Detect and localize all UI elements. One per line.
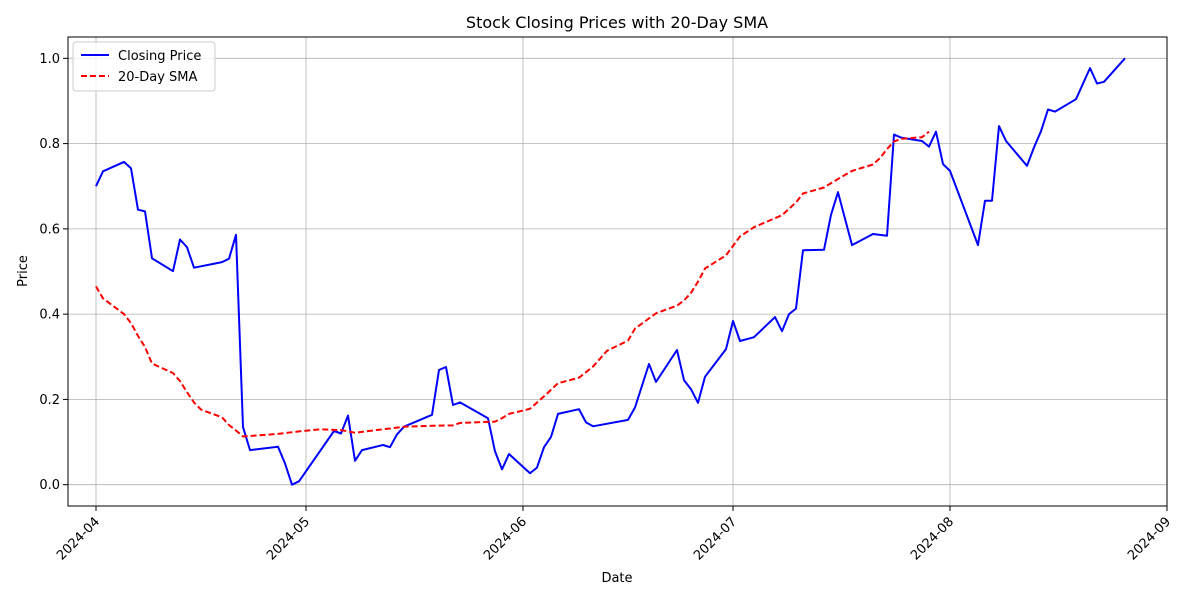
y-tick-label: 0.6 [39,222,60,237]
plot-area [67,36,1168,507]
legend-label-closing: Closing Price [118,49,201,64]
legend-label-sma: 20-Day SMA [118,70,198,85]
series-closing-price-line [95,57,1126,486]
chart-title: Stock Closing Prices with 20-Day SMA [466,13,768,32]
grid [68,37,1168,506]
y-tick-label: 0.8 [39,137,60,152]
series-layer [95,57,1126,486]
y-axis-label: Price [16,255,31,287]
y-tick-label: 0.2 [39,393,60,408]
series-20-day-sma-line [95,130,930,438]
y-tick-label: 1.0 [39,52,60,67]
y-tick-label: 0.4 [39,308,60,323]
y-tick-label: 0.0 [39,478,60,493]
legend: Closing Price 20-Day SMA [72,41,216,92]
x-axis-label: Date [601,571,632,586]
